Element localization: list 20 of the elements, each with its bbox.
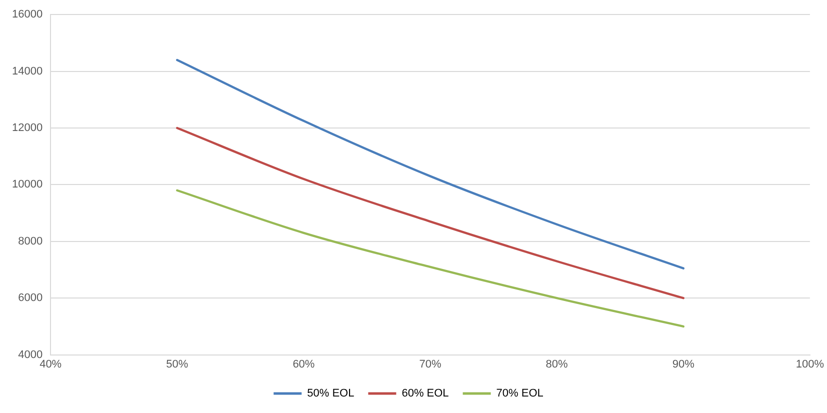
y-tick-label: 16000 bbox=[12, 8, 43, 21]
y-tick-label: 14000 bbox=[12, 65, 43, 78]
y-tick-label: 4000 bbox=[18, 348, 43, 361]
line-series bbox=[176, 189, 684, 328]
y-tick-label: 12000 bbox=[12, 122, 43, 134]
legend-label: 70% EOL bbox=[496, 388, 544, 400]
line-series bbox=[176, 126, 684, 300]
x-tick-label: 50% bbox=[166, 358, 188, 370]
line-series bbox=[176, 58, 684, 270]
x-tick-label: 90% bbox=[672, 358, 695, 370]
y-tick-label: 6000 bbox=[18, 292, 43, 304]
legend-label: 50% EOL bbox=[307, 388, 354, 400]
x-tick-label: 40% bbox=[40, 358, 62, 370]
x-tick-label: 80% bbox=[546, 358, 568, 370]
legend-label: 60% EOL bbox=[402, 388, 449, 400]
y-tick-label: 10000 bbox=[12, 178, 43, 191]
x-tick-label: 70% bbox=[419, 358, 442, 370]
x-tick-label: 100% bbox=[796, 358, 824, 370]
y-tick-label: 8000 bbox=[18, 235, 43, 248]
x-tick-label: 60% bbox=[292, 358, 315, 370]
